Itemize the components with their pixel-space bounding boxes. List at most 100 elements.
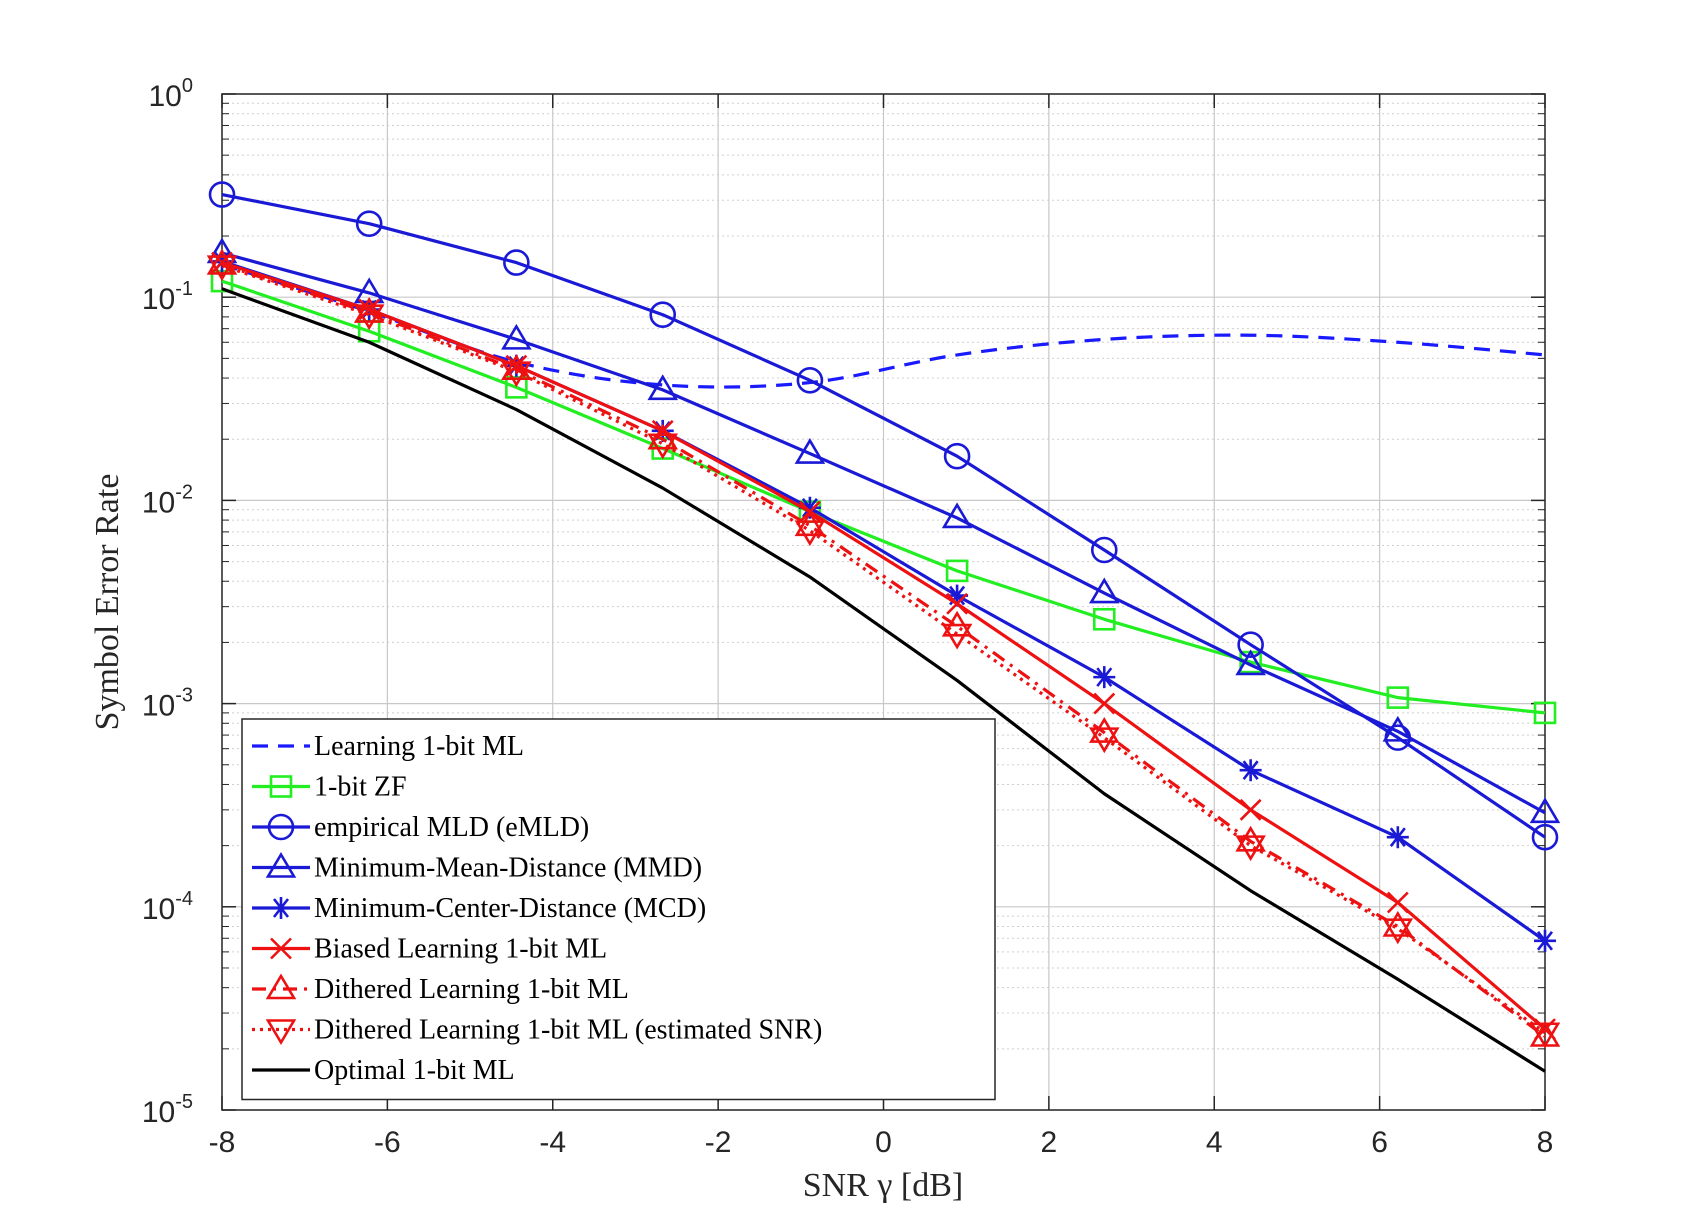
triangle-up-marker: [265, 851, 297, 878]
circle-marker: [355, 210, 383, 237]
triangle-up-marker: [647, 423, 679, 450]
y-tick-exponent: -2: [175, 481, 193, 503]
y-tick-label: 10-3: [142, 685, 193, 723]
asterisk-marker: [1239, 759, 1262, 782]
triangle-down-marker: [941, 623, 973, 650]
legend-entry: Minimum-Mean-Distance (MMD): [252, 851, 702, 884]
asterisk-marker: [946, 584, 969, 607]
y-tick-exponent: 0: [182, 75, 193, 97]
series-line: [221, 262, 1546, 389]
series-line: [221, 261, 1547, 1031]
triangle-down-marker: [501, 361, 532, 388]
x-tick-label: 2: [1041, 1126, 1058, 1159]
triangle-up-marker: [1382, 910, 1414, 937]
legend-entry: Learning 1-bit ML: [252, 731, 524, 762]
triangle-down-marker: [647, 433, 679, 460]
x-marker: [1093, 692, 1116, 715]
series-line: [221, 192, 1546, 839]
square-marker: [945, 559, 969, 583]
y-tick-label: 100: [149, 75, 194, 113]
legend-entry: 1-bit ZF: [252, 772, 407, 803]
triangle-up-marker: [206, 248, 238, 275]
x-tick-label: -4: [539, 1126, 566, 1159]
x-marker: [946, 592, 969, 615]
x-tick-label: 0: [875, 1126, 892, 1159]
y-tick-exponent: -3: [175, 685, 193, 707]
x-marker: [1239, 798, 1262, 821]
series-line: [221, 279, 1546, 715]
triangle-up-marker: [794, 510, 826, 537]
circle-marker: [267, 813, 295, 841]
y-axis-label: Symbol Error Rate: [89, 474, 126, 731]
circle-marker: [943, 442, 971, 470]
series-1: [221, 262, 1546, 389]
square-marker: [269, 775, 293, 798]
asterisk-marker: [270, 897, 292, 919]
triangle-up-marker: [647, 374, 679, 401]
circle-marker: [1237, 631, 1264, 658]
square-marker: [1533, 701, 1557, 725]
asterisk-marker: [798, 496, 821, 519]
x-marker: [1386, 891, 1409, 914]
legend-entry: Dithered Learning 1-bit ML: [252, 973, 629, 1005]
y-tick-label: 10-2: [142, 481, 193, 519]
series-4: [206, 237, 1561, 824]
y-tick-exponent: -5: [175, 1091, 193, 1113]
y-tick-exponent: -1: [175, 278, 193, 300]
y-tick-base: 10: [142, 486, 175, 519]
triangle-up-marker: [1382, 715, 1414, 742]
square-marker: [1092, 607, 1116, 631]
legend-entry: Optimal 1-bit ML: [252, 1055, 515, 1086]
triangle-down-marker: [1382, 918, 1414, 945]
series-line: [221, 287, 1546, 1073]
y-tick-base: 10: [142, 283, 175, 316]
asterisk-marker: [1093, 666, 1116, 689]
legend-label: Minimum-Center-Distance (MCD): [314, 893, 706, 924]
triangle-down-marker: [794, 520, 826, 547]
triangle-up-marker: [794, 438, 826, 464]
legend-label: Optimal 1-bit ML: [314, 1055, 515, 1086]
series-line: [221, 251, 1546, 815]
circle-marker: [1090, 536, 1118, 564]
asterisk-marker: [1534, 929, 1556, 952]
legend-label: Learning 1-bit ML: [314, 731, 524, 762]
triangle-up-marker: [941, 502, 973, 529]
series-9: [221, 287, 1546, 1073]
x-tick-label: 6: [1371, 1126, 1388, 1159]
x-marker: [270, 937, 292, 960]
y-tick-exponent: -4: [175, 888, 193, 910]
x-tick-label: -8: [209, 1126, 236, 1159]
x-tick-label: 4: [1206, 1126, 1223, 1159]
series-line: [221, 262, 1546, 1038]
triangle-up-marker: [1088, 577, 1120, 604]
series-line: [221, 264, 1546, 1035]
triangle-down-marker: [1529, 1022, 1561, 1049]
triangle-down-marker: [1088, 727, 1120, 754]
circle-marker: [208, 181, 236, 208]
triangle-up-marker: [265, 973, 297, 1000]
triangle-up-marker: [353, 297, 385, 323]
circle-marker: [1531, 823, 1559, 851]
triangle-up-marker: [501, 323, 532, 350]
series-8: [206, 255, 1561, 1049]
legend-label: Dithered Learning 1-bit ML (estimated SN…: [314, 1015, 822, 1046]
legend-label: Dithered Learning 1-bit ML: [314, 974, 629, 1005]
y-tick-base: 10: [142, 690, 175, 723]
series-2: [210, 269, 1557, 725]
series-3: [208, 181, 1559, 851]
triangle-up-marker: [1529, 797, 1561, 824]
triangle-up-marker: [1088, 717, 1120, 743]
legend-label: Minimum-Mean-Distance (MMD): [314, 853, 702, 884]
y-tick-label: 10-5: [142, 1091, 193, 1129]
triangle-up-marker: [1235, 649, 1266, 676]
legend-label: empirical MLD (eMLD): [314, 812, 589, 843]
y-tick-label: 10-4: [142, 888, 193, 926]
triangle-down-marker: [206, 255, 238, 282]
legend-entry: Biased Learning 1-bit ML: [252, 934, 607, 965]
y-tick-base: 10: [142, 1096, 175, 1129]
circle-marker: [796, 366, 824, 394]
y-tick-base: 10: [149, 80, 182, 113]
legend-box: [241, 718, 996, 1101]
